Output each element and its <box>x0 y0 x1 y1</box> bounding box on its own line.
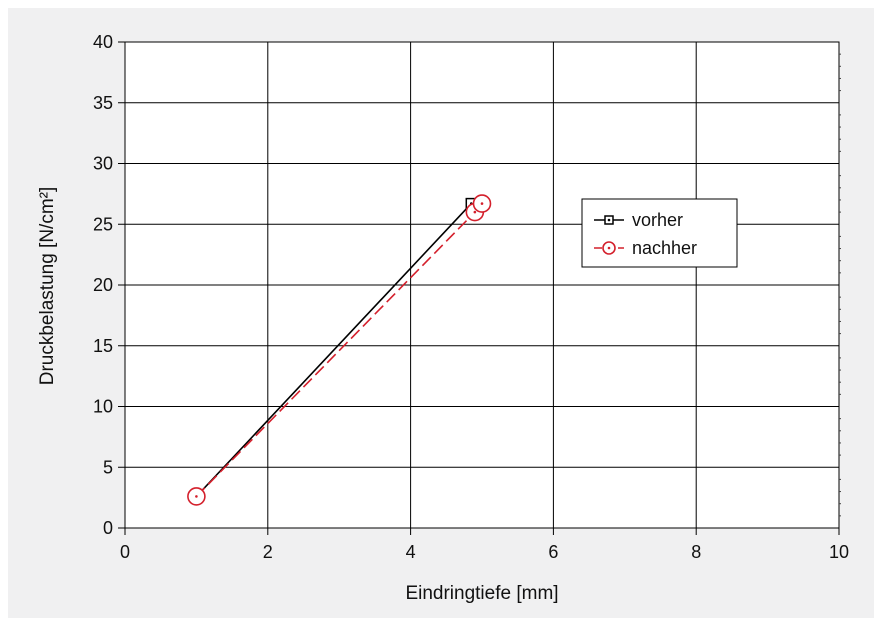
x-tick-label: 10 <box>829 542 849 562</box>
y-tick-label: 35 <box>93 93 113 113</box>
y-tick-label: 40 <box>93 32 113 52</box>
y-tick-label: 30 <box>93 154 113 174</box>
x-tick-label: 4 <box>406 542 416 562</box>
axis-ticks: 0 2 4 6 8 10 0 5 10 15 20 25 30 35 40 <box>93 32 849 562</box>
y-tick-label: 25 <box>93 214 113 234</box>
x-axis-title: Eindringtiefe [mm] <box>405 583 558 604</box>
x-tick-label: 0 <box>120 542 130 562</box>
legend: vorher nachher <box>581 198 738 268</box>
data-point-nachher-dot <box>473 210 477 214</box>
y-tick-label: 10 <box>93 397 113 417</box>
y-tick-label: 5 <box>103 457 113 477</box>
x-tick-label: 8 <box>691 542 701 562</box>
x-tick-label: 2 <box>263 542 273 562</box>
y-axis-title: Druckbelastung [N/cm²] <box>37 187 58 386</box>
y-tick-label: 0 <box>103 518 113 538</box>
grid <box>124 41 840 529</box>
legend-label-vorher: vorher <box>632 210 683 230</box>
legend-marker-nachher-dot <box>607 246 611 250</box>
data-point-nachher-dot <box>195 495 198 498</box>
y-tick-label: 20 <box>93 275 113 295</box>
x-tick-label: 6 <box>548 542 558 562</box>
series-nachher <box>187 194 492 506</box>
legend-box <box>581 198 738 268</box>
legend-label-nachher: nachher <box>632 238 697 258</box>
y-tick-label: 15 <box>93 336 113 356</box>
legend-marker-vorher-dot <box>607 218 611 222</box>
series-line-vorher <box>195 203 472 497</box>
data-point-nachher-dot <box>480 202 484 205</box>
series-layer <box>187 194 492 506</box>
